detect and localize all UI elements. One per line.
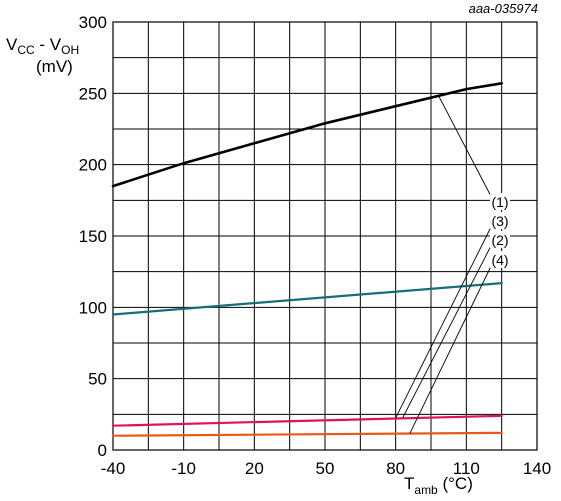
callout-label-bg [490,212,510,229]
y-axis-unit: (mV) [36,57,73,76]
callout-label-bg [490,251,510,268]
x-axis-label: Tamb (°C) [404,474,473,497]
callout-label-bg [490,193,510,210]
callout-label: (3) [491,213,508,229]
plot-frame [112,21,538,451]
y-tick-label: 100 [79,298,107,317]
series-line-3 [111,282,503,316]
x-tick-label: 20 [245,459,264,478]
y-tick-label: 200 [79,156,107,175]
callout-label: (1) [491,194,508,210]
y-label-sub2: OH [61,43,79,57]
series-layer [111,82,504,437]
series-line-1 [111,82,504,188]
y-label-v1: V [6,35,18,54]
x-tick-label: 110 [453,459,480,478]
callout-leader [395,220,495,419]
x-tick-label: 140 [523,459,551,478]
y-tick-label: 300 [79,13,107,32]
grid [112,21,538,451]
figure-code: aaa-035974 [469,1,538,16]
callout-leader [409,259,495,434]
y-tick-label: 0 [98,441,107,460]
x-tick-label: -10 [171,459,196,478]
y-tick-label: 50 [88,370,107,389]
x-label-sub: amb [414,483,438,497]
y-label-sub1: CC [17,43,35,57]
y-tick-label: 150 [79,227,107,246]
x-label-main: T [404,474,414,493]
y-tick-label: 250 [79,84,107,103]
x-tick-label: -40 [101,459,126,478]
callout-leader [437,94,495,203]
callout-label: (2) [491,232,508,248]
x-label-unit: (°C) [438,474,473,493]
x-tick-label: 50 [316,459,335,478]
callout-layer: (1) (3) (2) (4) [395,94,510,434]
callout-label-bg [490,231,510,248]
series-line-2 [111,414,503,427]
x-tick-label: 80 [386,459,405,478]
callout-label: (4) [491,252,508,268]
tick-layer: -40 -10 20 50 80 110 140 0 50 100 150 200 250 300 [79,13,552,478]
callout-leader [402,239,495,418]
y-axis-label: VCC - VOH [6,35,79,57]
series-line-4 [111,431,503,437]
y-label-sep: - V [35,35,62,54]
